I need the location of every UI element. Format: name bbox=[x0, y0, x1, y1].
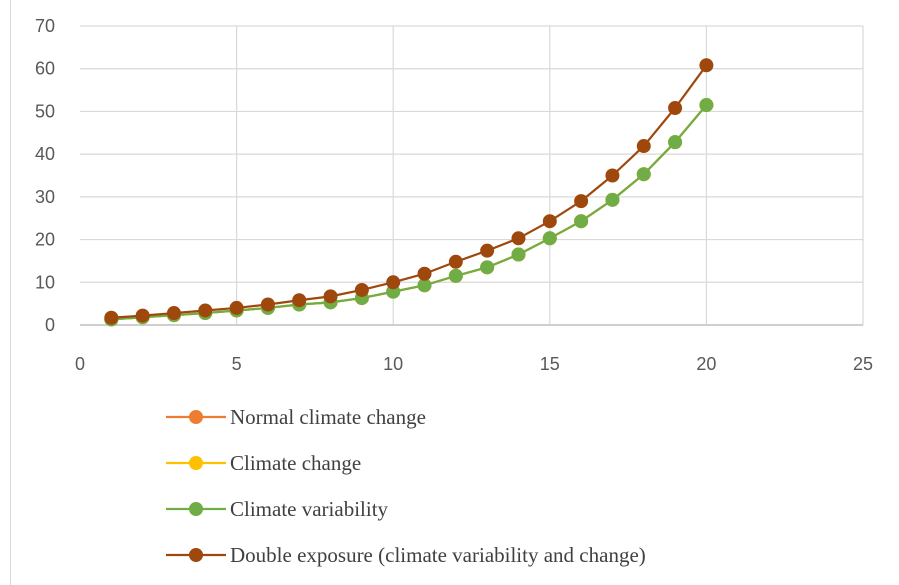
data-point bbox=[386, 275, 401, 290]
grid-layer bbox=[80, 25, 864, 325]
series-3 bbox=[104, 98, 714, 327]
data-point bbox=[699, 98, 714, 113]
series-line bbox=[111, 104, 708, 321]
data-point bbox=[480, 243, 495, 258]
legend-marker-swatch bbox=[189, 548, 203, 562]
series-2 bbox=[104, 98, 714, 327]
legend-marker-swatch bbox=[189, 456, 203, 470]
legend-marker-swatch bbox=[189, 410, 203, 424]
data-point bbox=[605, 168, 620, 183]
legend-entry: Normal climate change bbox=[166, 405, 426, 429]
data-point bbox=[354, 282, 369, 297]
x-tick-label: 0 bbox=[75, 354, 85, 374]
legend-entry: Climate variability bbox=[166, 497, 389, 521]
data-point bbox=[605, 192, 620, 207]
y-tick-label: 70 bbox=[35, 16, 55, 36]
y-tick-label: 40 bbox=[35, 144, 55, 164]
legend-label: Normal climate change bbox=[230, 405, 426, 429]
data-point bbox=[448, 254, 463, 269]
legend-marker-swatch bbox=[189, 502, 203, 516]
legend-label: Double exposure (climate variability and… bbox=[230, 543, 646, 567]
y-tick-label: 0 bbox=[45, 315, 55, 335]
data-point bbox=[668, 135, 683, 150]
data-point bbox=[292, 293, 307, 308]
data-point bbox=[480, 260, 495, 275]
legend-entry: Double exposure (climate variability and… bbox=[166, 543, 646, 567]
series-1 bbox=[104, 98, 714, 327]
data-point bbox=[574, 194, 589, 209]
data-point bbox=[542, 214, 557, 229]
legend-entry: Climate change bbox=[166, 451, 361, 475]
legend: Normal climate change Climate change Clima… bbox=[166, 405, 646, 567]
data-point bbox=[135, 308, 150, 323]
data-point bbox=[323, 289, 338, 304]
data-point bbox=[699, 58, 714, 73]
x-tick-label: 25 bbox=[853, 354, 873, 374]
x-tick-label: 15 bbox=[540, 354, 560, 374]
data-point bbox=[511, 247, 526, 262]
series-line bbox=[111, 104, 708, 321]
data-point bbox=[229, 300, 244, 315]
data-point bbox=[668, 101, 683, 116]
x-tick-label: 5 bbox=[232, 354, 242, 374]
data-point bbox=[260, 297, 275, 312]
x-tick-label: 10 bbox=[383, 354, 403, 374]
data-point bbox=[198, 303, 213, 318]
data-point bbox=[511, 231, 526, 246]
y-tick-label: 20 bbox=[35, 230, 55, 250]
y-tick-label: 50 bbox=[35, 101, 55, 121]
x-tick-label: 20 bbox=[696, 354, 716, 374]
data-point bbox=[636, 167, 651, 182]
data-point bbox=[636, 139, 651, 154]
axis-layer: 0 10 20 30 40 50 60 70 0 5 10 15 20 25 bbox=[35, 16, 873, 374]
legend-label: Climate variability bbox=[230, 497, 389, 521]
series-line bbox=[111, 104, 708, 321]
legend-label: Climate change bbox=[230, 451, 361, 475]
series-4 bbox=[104, 58, 714, 325]
data-point bbox=[417, 266, 432, 281]
data-point bbox=[448, 268, 463, 283]
data-point bbox=[166, 306, 181, 321]
chart-frame-left-border bbox=[10, 0, 11, 585]
y-tick-label: 30 bbox=[35, 187, 55, 207]
data-point bbox=[542, 231, 557, 246]
series-layer bbox=[104, 58, 714, 327]
data-point bbox=[104, 310, 119, 325]
y-tick-label: 10 bbox=[35, 272, 55, 292]
data-point bbox=[574, 214, 589, 229]
series-line bbox=[111, 64, 708, 319]
y-tick-label: 60 bbox=[35, 59, 55, 79]
